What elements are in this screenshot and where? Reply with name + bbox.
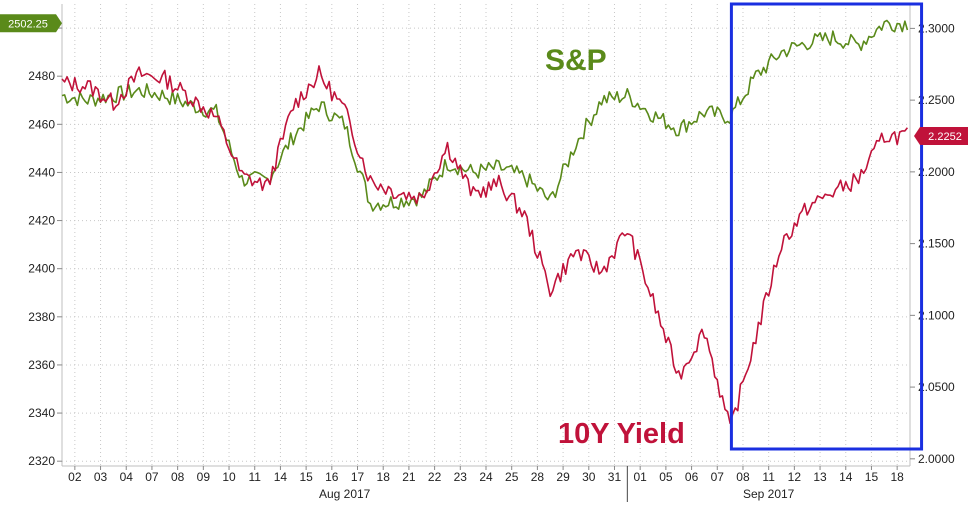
x-tick-label: 31 [608,470,622,484]
x-tick-label: 21 [402,470,416,484]
x-tick-label: 24 [479,470,493,484]
x-tick-label: 04 [120,470,134,484]
y-left-tick-label: 2320 [28,454,55,468]
last-value-badge-10y-yield [920,127,968,145]
x-tick-label: 16 [325,470,339,484]
series-layer [61,19,909,425]
x-tick-label: 18 [377,470,391,484]
last-value-label-sp: 2502.25 [8,18,48,30]
x-tick-label: 05 [659,470,673,484]
x-tick-label: 11 [248,470,261,484]
highlight-box [729,2,924,451]
y-left-tick-label: 2480 [28,69,55,83]
x-tick-label: 10 [222,470,236,484]
highlight-box-layer [729,2,924,451]
y-left-tick-label: 2380 [28,310,55,324]
y-right-tick-label: 2.2500 [918,93,955,107]
last-value-badges: 2502.25 2.2252 [0,14,968,145]
x-tick-label: 29 [556,470,570,484]
month-label: Aug 2017 [319,487,371,501]
y-right-tick-label: 2.0000 [918,452,955,466]
annotation-sp: S&P [545,44,607,77]
annotation-10y-yield: 10Y Yield [558,418,685,450]
x-tick-label: 07 [145,470,159,484]
x-tick-label: 03 [94,470,108,484]
x-tick-label: 07 [711,470,725,484]
y-left-tick-label: 2440 [28,165,55,179]
last-value-badge-sp [0,14,56,33]
x-tick-label: 13 [813,470,827,484]
series-line-sp [61,19,909,212]
x-tick-label: 06 [685,470,699,484]
y-right-tick-label: 2.0500 [918,380,955,394]
badge-pointer-10y-yield [914,127,920,145]
month-label: Sep 2017 [743,487,795,501]
y-right-tick-label: 2.3000 [918,21,955,35]
y-left-tick-label: 2400 [28,262,55,276]
y-right-tick-label: 2.2000 [918,165,955,179]
x-tick-label: 28 [531,470,545,484]
y-left-axis: 2320234023602380240024202440246024802500 [28,21,62,468]
y-right-axis: 2.0000 2.0500 2.1000 2.1500 2.2000 2.2500 2.30… [910,21,955,466]
x-tick-label: 30 [582,470,596,484]
grid [61,4,911,467]
y-left-tick-label: 2460 [28,117,55,131]
y-left-tick-label: 2340 [28,406,55,420]
x-tick-label: 25 [505,470,519,484]
x-tick-label: 14 [274,470,288,484]
x-tick-label: 14 [839,470,853,484]
x-tick-label: 15 [865,470,879,484]
y-left-tick-label: 2360 [28,358,55,372]
y-right-tick-label: 2.1000 [918,308,955,322]
x-tick-label: 11 [762,470,775,484]
badge-pointer-sp [56,14,62,33]
x-tick-label: 08 [171,470,185,484]
x-axis: 02 03 04 07 08 09 10 11 14 15 16 17 18 21 22 23 24 25 28 29… [68,466,904,502]
x-tick-label: 15 [299,470,313,484]
x-tick-label: 23 [454,470,468,484]
last-value-label-10y-yield: 2.2252 [928,131,962,143]
y-right-tick-label: 2.1500 [918,237,955,251]
x-tick-label: 02 [68,470,82,484]
x-tick-label: 22 [428,470,442,484]
y-left-tick-label: 2420 [28,214,55,228]
x-tick-label: 12 [788,470,802,484]
series-line-10y-yield [61,65,909,425]
x-tick-label: 09 [197,470,211,484]
x-tick-label: 08 [736,470,750,484]
x-tick-label: 01 [634,470,648,484]
x-tick-label: 17 [351,470,365,484]
x-tick-label: 18 [890,470,904,484]
